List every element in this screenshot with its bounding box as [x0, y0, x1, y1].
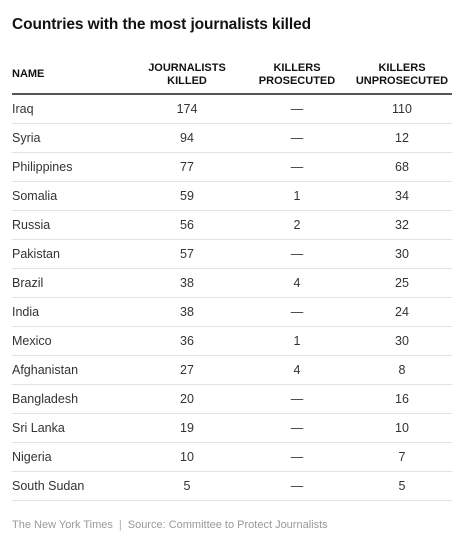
cell-killers-prosecuted: 1: [242, 326, 352, 356]
column-header-name: NAME: [12, 56, 132, 95]
cell-killers-prosecuted: 2: [242, 210, 352, 240]
table-row: Syria 94—12: [12, 123, 452, 153]
cell-killers-unprosecuted: 30: [352, 326, 452, 356]
column-header-killers-unprosecuted: KILLERS UNPROSECUTED: [352, 56, 452, 95]
cell-journalists-killed: 57: [132, 239, 242, 269]
cell-name: Iraq: [12, 94, 132, 124]
cell-journalists-killed: 59: [132, 181, 242, 211]
cell-killers-unprosecuted: 25: [352, 268, 452, 298]
cell-killers-prosecuted: —: [242, 413, 352, 443]
cell-killers-unprosecuted: 24: [352, 297, 452, 327]
cell-name: Nigeria: [12, 442, 132, 472]
cell-name: Somalia: [12, 181, 132, 211]
cell-name: Bangladesh: [12, 384, 132, 414]
table-row: Afghanistan 27 4 8: [12, 355, 452, 385]
cell-killers-unprosecuted: 32: [352, 210, 452, 240]
cell-killers-unprosecuted: 5: [352, 471, 452, 501]
table-row: Somalia 59 1 34: [12, 181, 452, 211]
cell-journalists-killed: 10: [132, 442, 242, 472]
table-row: Sri Lanka 19—10: [12, 413, 452, 443]
table-row: India 38—24: [12, 297, 452, 327]
cell-journalists-killed: 94: [132, 123, 242, 153]
table-row: Pakistan 57—30: [12, 239, 452, 269]
table-row: South Sudan 5—5: [12, 471, 452, 501]
cell-killers-prosecuted: —: [242, 384, 352, 414]
cell-journalists-killed: 5: [132, 471, 242, 501]
cell-killers-unprosecuted: 68: [352, 152, 452, 182]
cell-killers-prosecuted: 1: [242, 181, 352, 211]
cell-name: Syria: [12, 123, 132, 153]
cell-killers-unprosecuted: 30: [352, 239, 452, 269]
cell-killers-unprosecuted: 10: [352, 413, 452, 443]
cell-killers-unprosecuted: 12: [352, 123, 452, 153]
source-credit: Source: Committee to Protect Journalists: [127, 519, 328, 531]
cell-killers-unprosecuted: 7: [352, 442, 452, 472]
cell-name: Philippines: [12, 152, 132, 182]
data-table: NAME JOURNALISTS KILLED KILLERS PROSECUT…: [12, 56, 452, 501]
cell-name: Mexico: [12, 326, 132, 356]
cell-journalists-killed: 56: [132, 210, 242, 240]
cell-name: Afghanistan: [12, 355, 132, 385]
cell-killers-prosecuted: —: [242, 239, 352, 269]
chart-title: Countries with the most journalists kill…: [12, 16, 311, 33]
cell-name: Brazil: [12, 268, 132, 298]
cell-killers-prosecuted: 4: [242, 268, 352, 298]
cell-journalists-killed: 38: [132, 268, 242, 298]
cell-killers-unprosecuted: 16: [352, 384, 452, 414]
table-row: Nigeria 10—7: [12, 442, 452, 472]
cell-killers-prosecuted: —: [242, 152, 352, 182]
cell-name: South Sudan: [12, 471, 132, 501]
cell-journalists-killed: 174: [132, 94, 242, 124]
cell-killers-prosecuted: —: [242, 297, 352, 327]
cell-killers-prosecuted: —: [242, 442, 352, 472]
cell-name: Russia: [12, 210, 132, 240]
cell-journalists-killed: 19: [132, 413, 242, 443]
table-row: Bangladesh 20—16: [12, 384, 452, 414]
cell-killers-prosecuted: 4: [242, 355, 352, 385]
cell-killers-unprosecuted: 8: [352, 355, 452, 385]
table-row: Russia 56 2 32: [12, 210, 452, 240]
table-row: Mexico 36 1 30: [12, 326, 452, 356]
cell-journalists-killed: 20: [132, 384, 242, 414]
column-header-journalists-killed: JOURNALISTS KILLED: [132, 56, 242, 95]
table-row: Brazil 38 4 25: [12, 268, 452, 298]
footer-separator: |: [118, 519, 122, 531]
cell-journalists-killed: 38: [132, 297, 242, 327]
chart-footer: The New York Times | Source: Committee to …: [12, 519, 328, 531]
header-row: NAME JOURNALISTS KILLED KILLERS PROSECUT…: [12, 56, 452, 95]
cell-journalists-killed: 36: [132, 326, 242, 356]
cell-name: Pakistan: [12, 239, 132, 269]
cell-killers-unprosecuted: 34: [352, 181, 452, 211]
cell-killers-prosecuted: —: [242, 471, 352, 501]
cell-killers-unprosecuted: 110: [352, 94, 452, 124]
table-row: Iraq 174—110: [12, 94, 452, 124]
publisher-credit: The New York Times: [12, 519, 113, 531]
column-header-killers-prosecuted: KILLERS PROSECUTED: [242, 56, 352, 95]
cell-journalists-killed: 77: [132, 152, 242, 182]
cell-journalists-killed: 27: [132, 355, 242, 385]
cell-killers-prosecuted: —: [242, 123, 352, 153]
table-header: NAME JOURNALISTS KILLED KILLERS PROSECUT…: [12, 56, 452, 95]
cell-killers-prosecuted: —: [242, 94, 352, 124]
table-body: Iraq 174—110 Syria 94—12 Philippines 77—68 Som…: [12, 94, 452, 501]
cell-name: India: [12, 297, 132, 327]
table-row: Philippines 77—68: [12, 152, 452, 182]
cell-name: Sri Lanka: [12, 413, 132, 443]
